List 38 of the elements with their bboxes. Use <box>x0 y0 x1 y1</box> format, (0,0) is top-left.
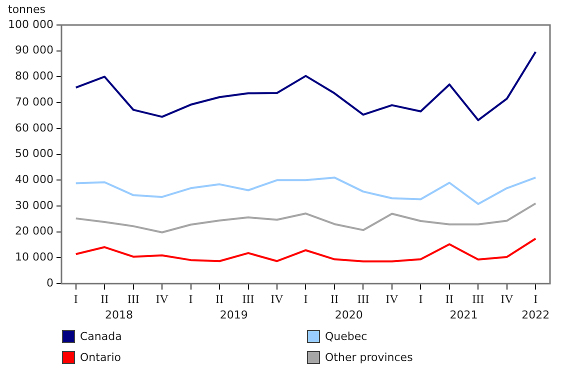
legend-label: Quebec <box>325 330 368 343</box>
y-tick-label: 90 000 <box>14 44 54 57</box>
y-tick-label: 70 000 <box>14 95 54 108</box>
x-tick-label: I <box>188 292 193 306</box>
x-tick-label: IV <box>156 292 169 306</box>
text: 2018 <box>104 308 133 322</box>
x-tick-label: I <box>74 292 78 306</box>
y-tick-label: 0 <box>46 276 54 290</box>
x-tick-label: III <box>242 292 254 306</box>
legend-label: Other provinces <box>325 351 413 364</box>
text: 2021 <box>450 308 478 322</box>
x-tick-label: I <box>418 292 423 306</box>
y-tick-label: 80 000 <box>14 70 54 83</box>
x-tick-label: IV <box>386 292 399 306</box>
y-tick-label: 30 000 <box>14 198 54 212</box>
y-tick-label: 40 000 <box>14 173 54 186</box>
y-axis-title: tonnes <box>8 2 46 16</box>
x-tick-label: I <box>534 292 538 306</box>
text: 2020 <box>334 308 363 322</box>
legend-label: Canada <box>80 330 122 343</box>
x-tick-label: II <box>330 292 338 306</box>
y-tick-label: 50 000 <box>14 147 54 160</box>
y-tick-label: 20 000 <box>14 224 54 238</box>
x-tick-label: II <box>216 292 224 306</box>
y-tick-label: 60 000 <box>14 121 54 134</box>
x-tick-label: III <box>127 292 140 306</box>
text: 2022 <box>522 308 550 322</box>
x-tick-label: I <box>304 292 308 306</box>
x-tick-label: II <box>445 292 454 306</box>
y-tick-label: 100 000 <box>8 18 54 31</box>
x-tick-label: II <box>100 292 109 306</box>
x-tick-label: IV <box>500 292 514 306</box>
x-tick-label: IV <box>270 292 284 306</box>
legend-label: Ontario <box>80 351 121 364</box>
x-tick-label: III <box>472 292 484 306</box>
x-tick-label: III <box>357 292 370 306</box>
y-tick-label: 10 000 <box>14 250 54 264</box>
text: 2019 <box>220 308 248 322</box>
